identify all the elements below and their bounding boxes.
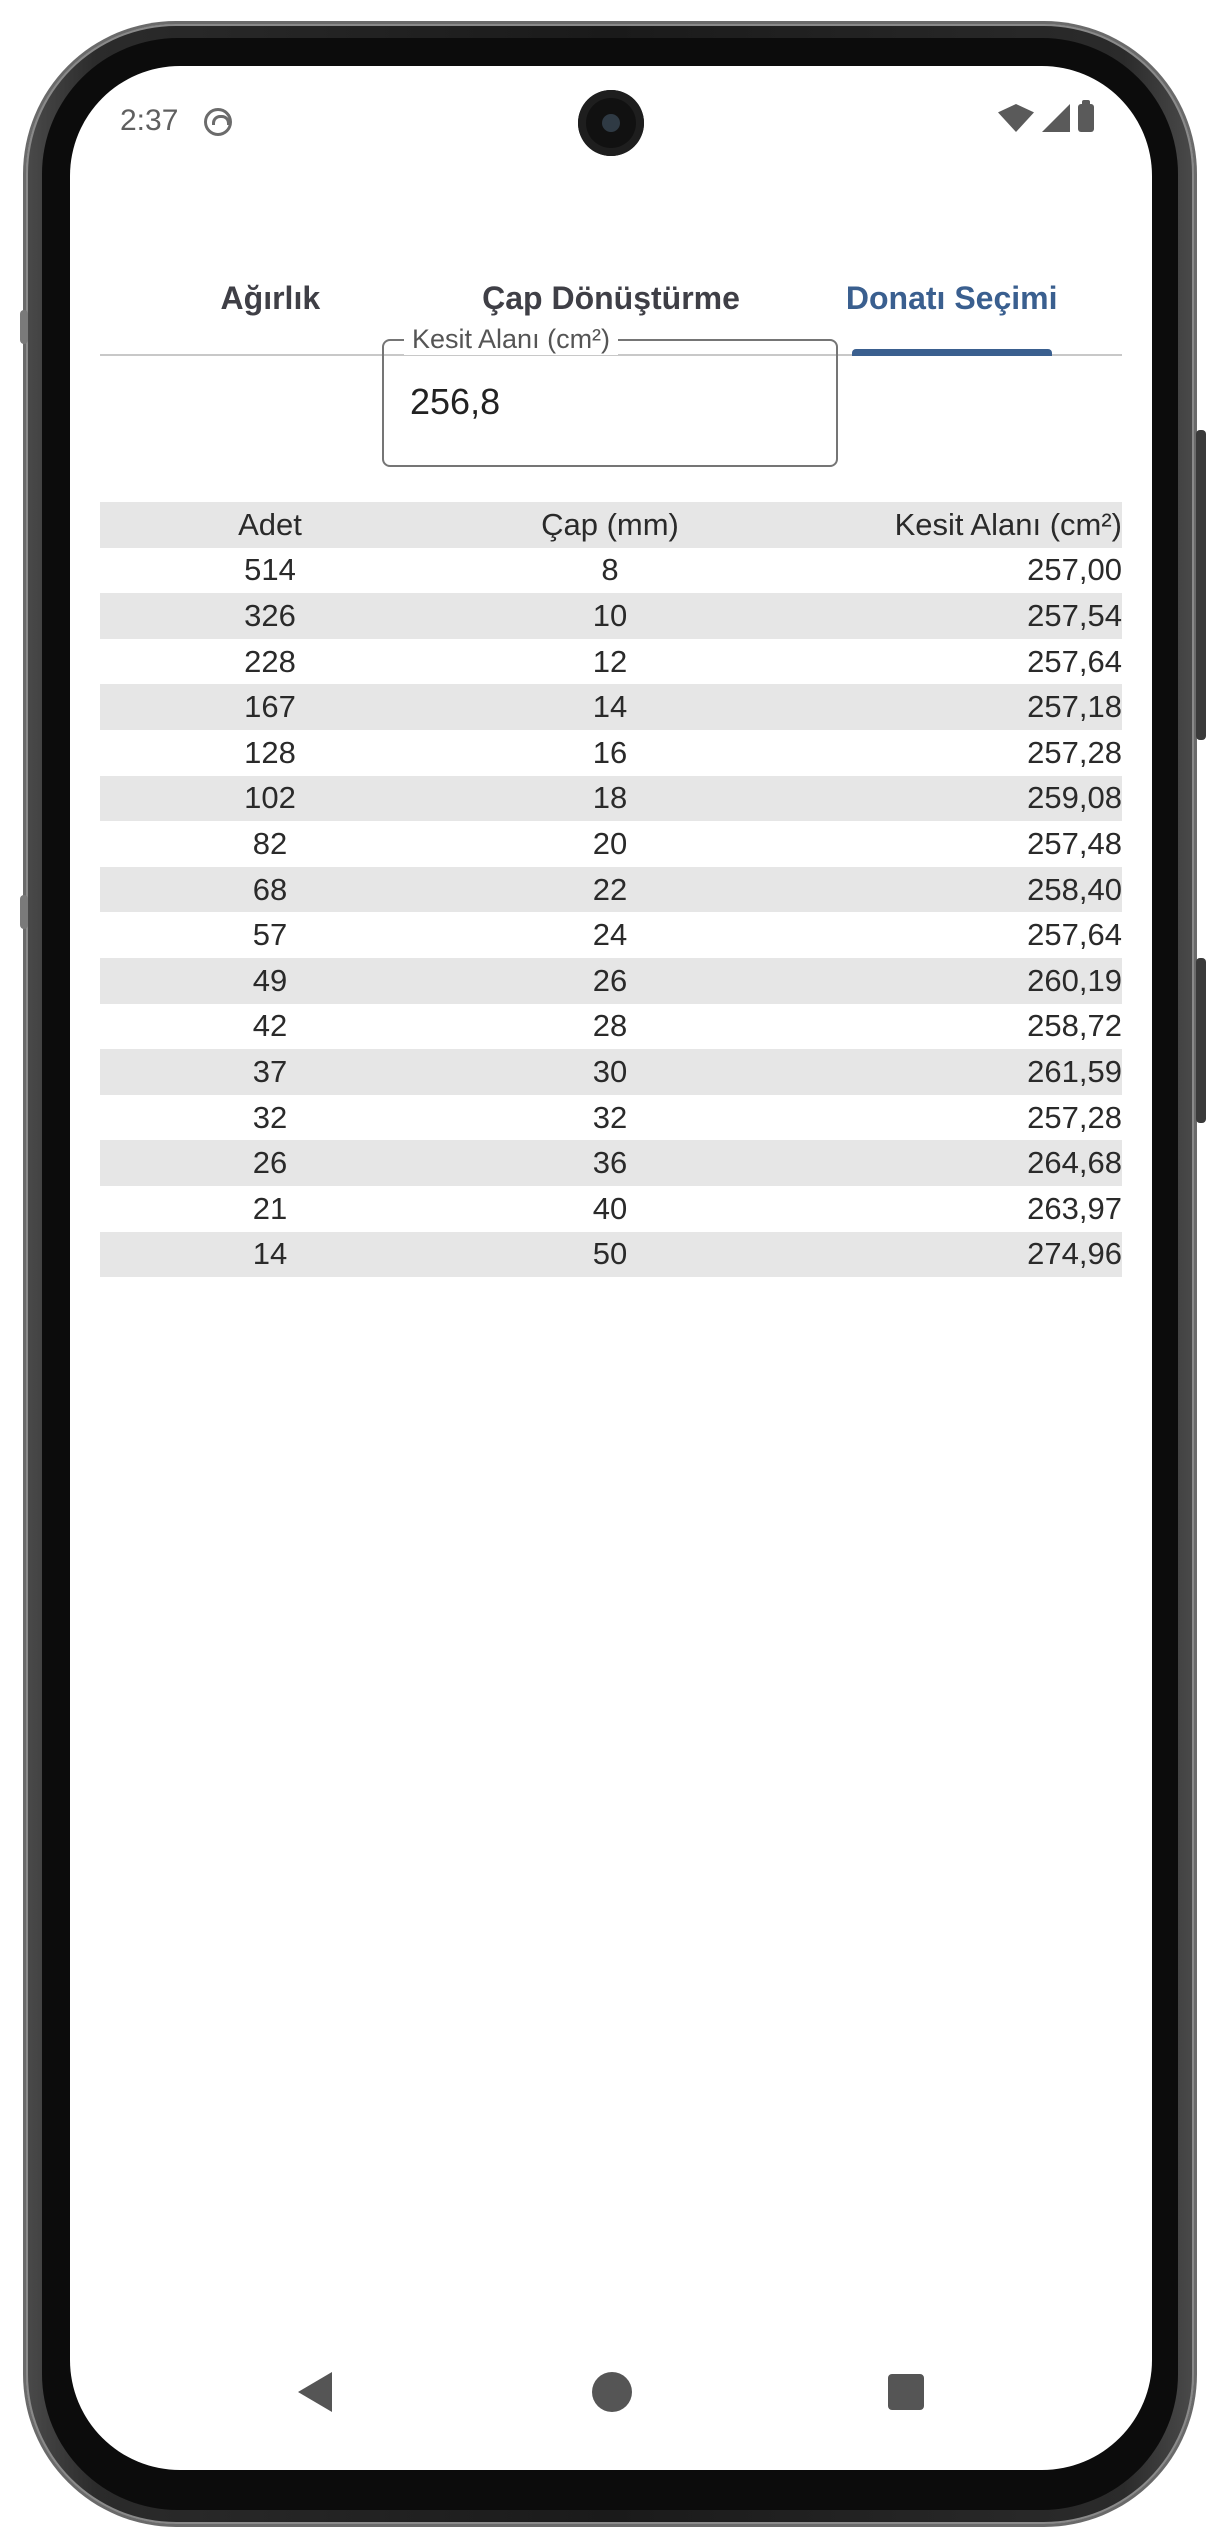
screen: 2:37 Ağırlık Çap Dönüştürme Donatı Seçim…	[70, 66, 1152, 2470]
table-row: 82 20 257,48	[100, 821, 1122, 867]
donati-table: Adet Çap (mm) Kesit Alanı (cm²) 514 8 257,…	[100, 502, 1122, 1278]
cell-adet: 21	[252, 1190, 288, 1226]
table-row: 26 36 264,68	[100, 1140, 1122, 1186]
cell-cap: 18	[592, 780, 628, 816]
cell-adet: 228	[244, 643, 296, 679]
notification-app-icon	[204, 108, 232, 136]
tab-donati-secimi[interactable]: Donatı Seçimi	[781, 216, 1122, 356]
cell-kesit-alani: 257,28	[1027, 1099, 1122, 1135]
cell-kesit-alani: 264,68	[1027, 1145, 1122, 1181]
table-row: 128 16 257,28	[100, 730, 1122, 776]
table-row: 32 32 257,28	[100, 1095, 1122, 1141]
kesit-alani-label: Kesit Alanı (cm²)	[404, 324, 619, 355]
tab-bar: Ağırlık Çap Dönüştürme Donatı Seçimi	[100, 216, 1122, 356]
cell-kesit-alani: 261,59	[1027, 1053, 1122, 1089]
cell-adet: 37	[252, 1053, 288, 1089]
table-row: 102 18 259,08	[100, 775, 1122, 822]
cell-kesit-alani: 257,64	[1027, 917, 1122, 953]
tab-label: Ağırlık	[220, 280, 321, 316]
wifi-icon	[998, 104, 1034, 132]
cell-adet: 68	[252, 871, 288, 907]
cell-cap: 30	[592, 1053, 628, 1089]
header-adet: Adet	[238, 506, 302, 542]
cell-adet: 128	[244, 734, 296, 770]
cell-cap: 40	[592, 1190, 628, 1226]
cell-kesit-alani: 263,97	[1027, 1190, 1122, 1226]
status-icons	[998, 100, 1094, 132]
cell-kesit-alani: 259,08	[1027, 780, 1122, 816]
table-header-row: Adet Çap (mm) Kesit Alanı (cm²)	[100, 502, 1122, 548]
navigation-bar	[70, 2360, 1152, 2420]
cell-cap: 36	[592, 1145, 628, 1181]
cell-cap: 8	[601, 552, 619, 588]
cell-adet: 42	[252, 1008, 288, 1044]
cell-adet: 167	[244, 689, 296, 725]
recents-icon[interactable]	[888, 2374, 924, 2410]
cell-kesit-alani: 260,19	[1027, 962, 1122, 998]
home-icon[interactable]	[592, 2372, 632, 2412]
table-row: 49 26 260,19	[100, 957, 1122, 1004]
cell-cap: 10	[592, 597, 628, 633]
cell-signal-icon	[1042, 104, 1070, 132]
back-icon[interactable]	[298, 2372, 332, 2412]
cell-kesit-alani: 257,54	[1027, 597, 1122, 633]
cell-kesit-alani: 257,48	[1027, 825, 1122, 861]
table-row: 326 10 257,54	[100, 593, 1122, 639]
cell-adet: 49	[252, 962, 288, 998]
cell-adet: 57	[252, 917, 288, 953]
cell-kesit-alani: 257,18	[1027, 689, 1122, 725]
table-row: 167 14 257,18	[100, 684, 1122, 730]
cell-kesit-alani: 257,00	[1027, 552, 1122, 588]
cell-cap: 22	[592, 871, 628, 907]
cell-cap: 16	[592, 734, 628, 770]
active-tab-indicator	[851, 349, 1052, 356]
cell-adet: 102	[244, 780, 296, 816]
table-row: 14 50 274,96	[100, 1231, 1122, 1278]
table-row: 21 40 263,97	[100, 1186, 1122, 1232]
kesit-alani-input[interactable]	[410, 381, 810, 423]
table-row: 37 30 261,59	[100, 1049, 1122, 1095]
status-time: 2:37	[120, 104, 179, 137]
header-kesit-alani: Kesit Alanı (cm²)	[894, 506, 1122, 542]
table-row: 68 22 258,40	[100, 866, 1122, 913]
kesit-alani-field[interactable]: Kesit Alanı (cm²)	[382, 324, 838, 467]
cell-cap: 28	[592, 1008, 628, 1044]
table-row: 514 8 257,00	[100, 548, 1122, 594]
tab-agirlik[interactable]: Ağırlık	[100, 216, 441, 354]
cell-adet: 326	[244, 597, 296, 633]
header-cap: Çap (mm)	[541, 506, 679, 542]
cell-cap: 32	[592, 1099, 628, 1135]
cell-adet: 32	[252, 1099, 288, 1135]
cell-kesit-alani: 258,40	[1027, 871, 1122, 907]
cell-kesit-alani: 274,96	[1027, 1236, 1122, 1272]
cell-adet: 26	[252, 1145, 288, 1181]
battery-icon	[1078, 100, 1094, 132]
cell-kesit-alani: 257,28	[1027, 734, 1122, 770]
frame-antenna-line	[20, 310, 28, 344]
table-row: 42 28 258,72	[100, 1004, 1122, 1050]
table-row: 228 12 257,64	[100, 639, 1122, 685]
volume-button	[1196, 430, 1206, 740]
power-button	[1196, 958, 1206, 1123]
tab-cap-donusturme[interactable]: Çap Dönüştürme	[441, 216, 782, 354]
cell-cap: 26	[592, 962, 628, 998]
cell-cap: 50	[592, 1236, 628, 1272]
cell-kesit-alani: 257,64	[1027, 643, 1122, 679]
cell-cap: 14	[592, 689, 628, 725]
tab-label: Donatı Seçimi	[845, 280, 1058, 316]
cell-cap: 20	[592, 825, 628, 861]
front-camera	[578, 90, 644, 156]
tab-label: Çap Dönüştürme	[482, 280, 740, 316]
cell-cap: 12	[592, 643, 628, 679]
table-row: 57 24 257,64	[100, 912, 1122, 958]
cell-adet: 14	[252, 1236, 288, 1272]
cell-kesit-alani: 258,72	[1027, 1008, 1122, 1044]
cell-adet: 514	[244, 552, 296, 588]
table-body: 514 8 257,00 326 10 257,54 228 12 257,64 167 14 257…	[100, 548, 1122, 1278]
cell-cap: 24	[592, 917, 628, 953]
frame-antenna-line	[20, 895, 28, 929]
cell-adet: 82	[252, 825, 288, 861]
